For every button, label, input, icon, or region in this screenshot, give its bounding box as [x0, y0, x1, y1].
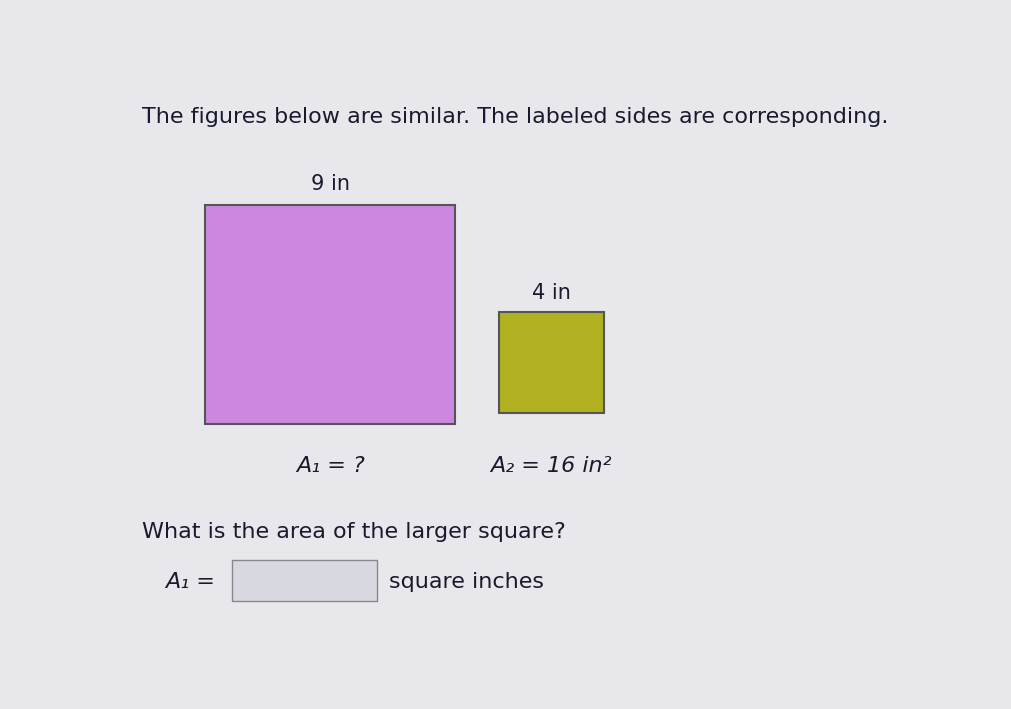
Text: A₁ = ?: A₁ = ? — [295, 457, 365, 476]
Text: A₁ =: A₁ = — [166, 572, 215, 592]
Bar — [233, 560, 377, 601]
Text: 9 in: 9 in — [310, 174, 350, 194]
Bar — [204, 205, 455, 423]
Text: square inches: square inches — [389, 572, 544, 592]
Text: The figures below are similar. The labeled sides are corresponding.: The figures below are similar. The label… — [142, 107, 889, 127]
Text: 4 in: 4 in — [532, 284, 570, 303]
Text: What is the area of the larger square?: What is the area of the larger square? — [142, 522, 566, 542]
Text: A₂ = 16 in²: A₂ = 16 in² — [490, 457, 612, 476]
Bar — [498, 312, 605, 413]
